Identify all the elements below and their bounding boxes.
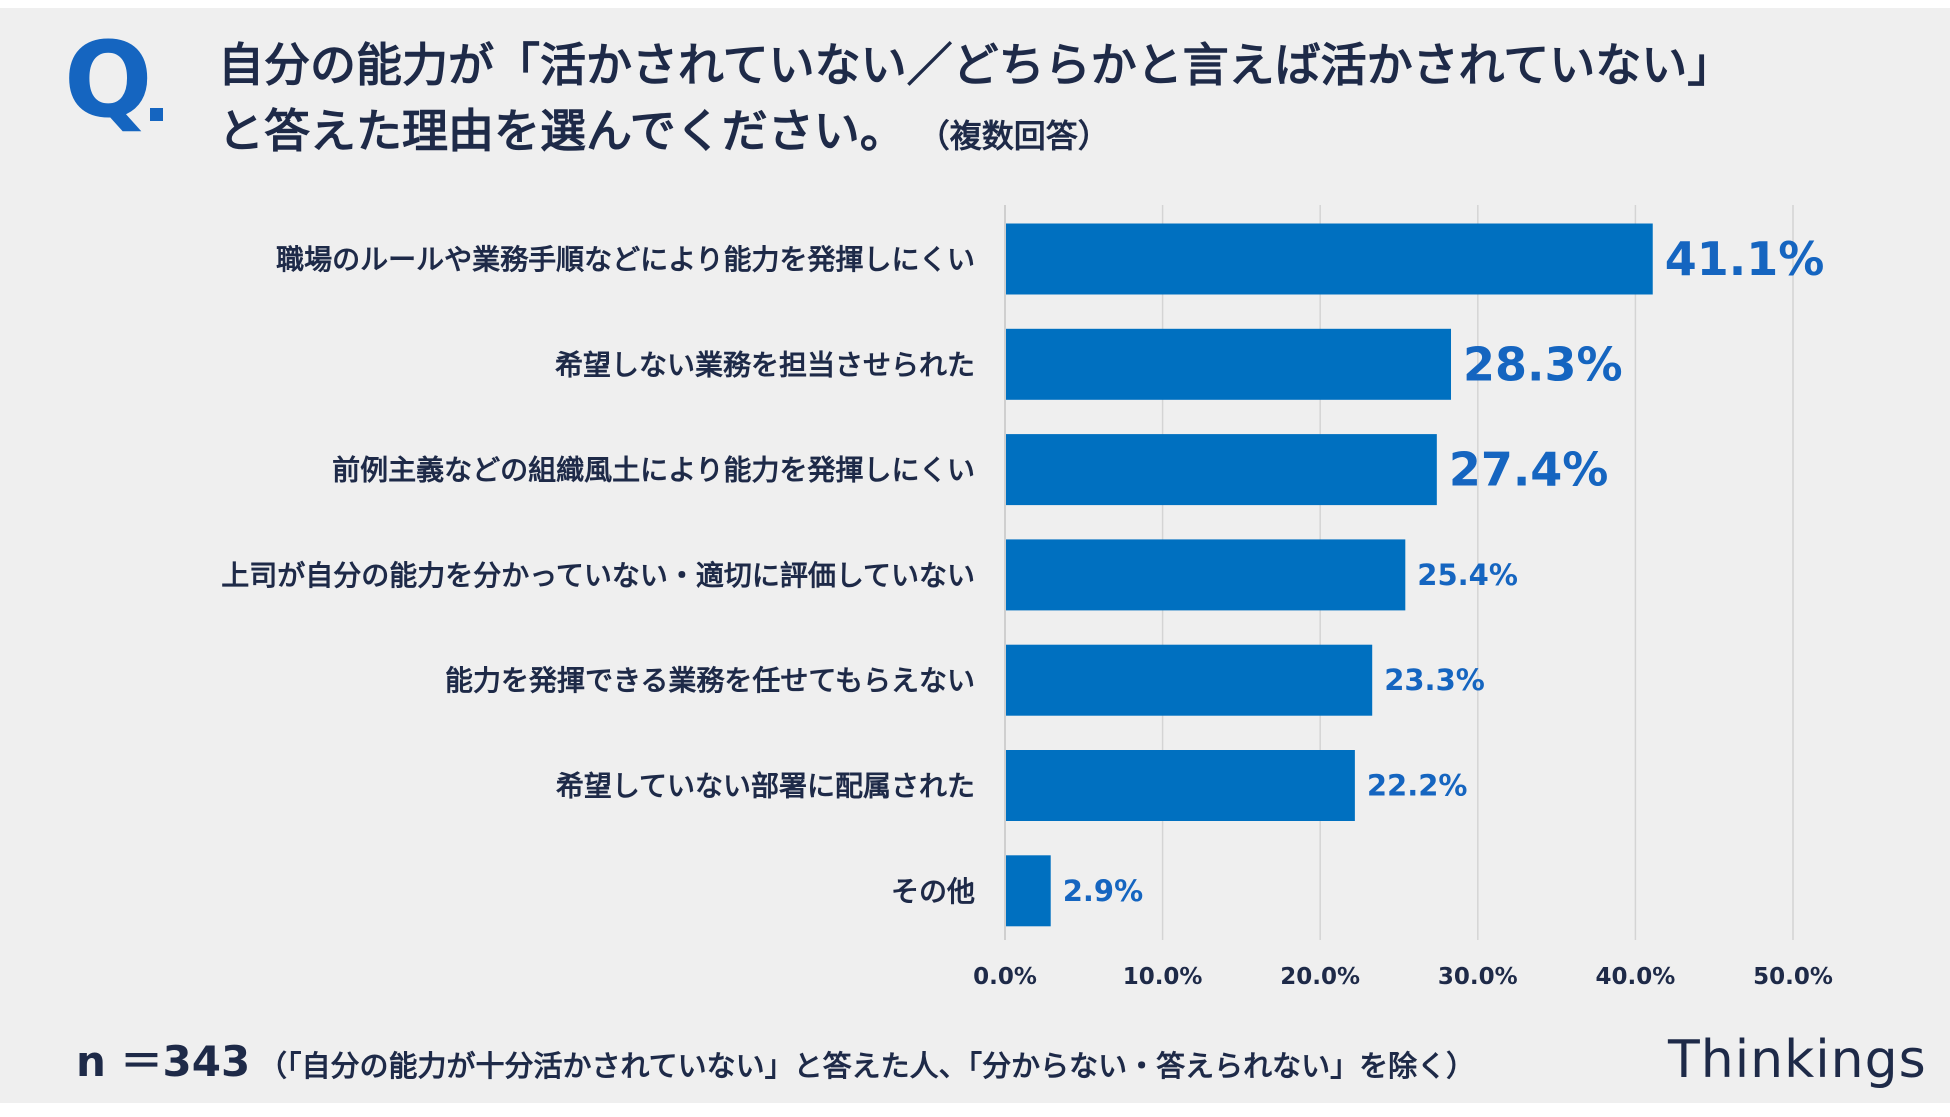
category-label: 前例主義などの組織風土により能力を発揮しにくい [332, 454, 975, 487]
x-tick-label: 0.0% [973, 964, 1037, 990]
bar [1005, 434, 1437, 506]
chart-panel [0, 8, 1950, 1103]
value-label: 28.3% [1463, 337, 1623, 391]
title-line-1: 自分の能力が「活かされていない／どちらかと言えば活かされていない」 [218, 38, 1734, 92]
x-tick-label: 30.0% [1438, 964, 1518, 990]
x-tick-label: 50.0% [1753, 964, 1833, 990]
question-title: 自分の能力が「活かされていない／どちらかと言えば活かされていない」 と答えた理由… [218, 32, 1858, 169]
category-label: その他 [891, 875, 975, 908]
sample-size: n ＝343 [76, 1037, 251, 1086]
x-tick-label: 20.0% [1280, 964, 1360, 990]
category-label: 能力を発揮できる業務を任せてもらえない [445, 664, 975, 697]
bar [1005, 223, 1653, 295]
title-note: （複数回答） [933, 117, 1110, 155]
bar [1005, 328, 1452, 400]
value-label: 41.1% [1665, 232, 1825, 286]
q-dot [150, 108, 163, 121]
q-mark: Q [64, 19, 152, 141]
value-label: 22.2% [1367, 769, 1468, 803]
category-label: 希望していない部署に配属された [556, 770, 975, 803]
bar [1005, 644, 1373, 716]
value-label: 25.4% [1417, 558, 1518, 592]
value-label: 23.3% [1384, 663, 1485, 697]
value-label: 27.4% [1449, 443, 1609, 497]
category-label: 職場のルールや業務手順などにより能力を発揮しにくい [276, 243, 975, 276]
bar [1005, 750, 1355, 821]
category-label: 上司が自分の能力を分かっていない・適切に評価していない [221, 559, 975, 592]
bar [1005, 539, 1406, 611]
brand-logo: Thinkings [1668, 1030, 1927, 1090]
x-tick-label: 40.0% [1596, 964, 1676, 990]
bar [1005, 855, 1051, 927]
value-label: 2.9% [1063, 874, 1143, 908]
x-tick-label: 10.0% [1123, 964, 1203, 990]
title-line-2: と答えた理由を選んでください。 （複数回答） [218, 98, 1858, 169]
category-label: 希望しない業務を担当させられた [555, 348, 975, 381]
sample-note: （「自分の能力が十分活かされていない」と答えた人、「分からない・答えられない」を… [258, 1049, 1476, 1083]
title-line-2-text: と答えた理由を選んでください。 [218, 104, 906, 158]
